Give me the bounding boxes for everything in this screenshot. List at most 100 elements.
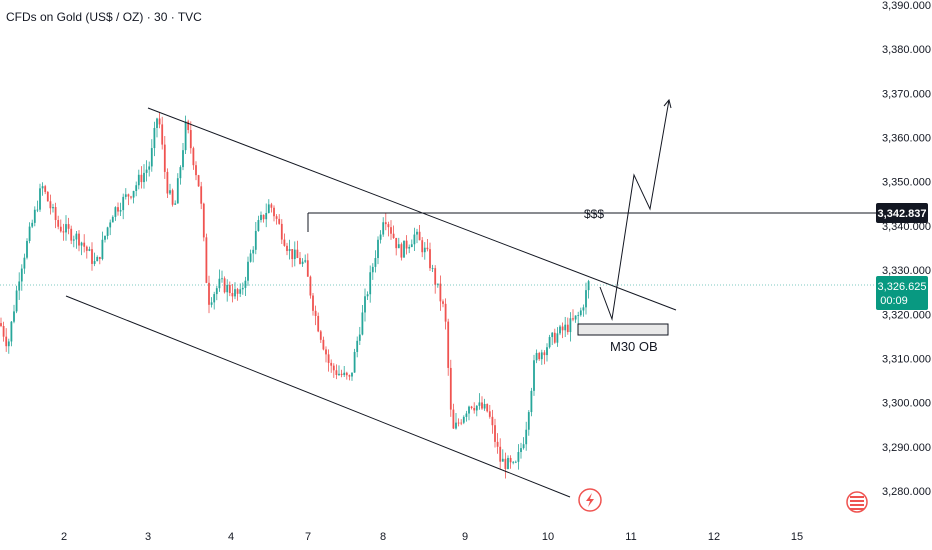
candle	[447, 318, 450, 376]
lightning-icon[interactable]	[578, 488, 602, 512]
candle	[564, 316, 567, 338]
candle	[18, 272, 21, 300]
candle	[111, 215, 114, 223]
candle	[200, 181, 203, 210]
candle	[226, 279, 229, 302]
candle	[410, 239, 413, 248]
candle	[403, 240, 405, 258]
candle	[390, 220, 392, 240]
x-tick-label: 3	[145, 531, 151, 543]
candle	[353, 348, 356, 373]
x-tick-label: 10	[542, 531, 554, 543]
x-tick-label: 8	[380, 531, 386, 543]
candle	[517, 444, 520, 470]
candle	[439, 275, 442, 311]
candle	[85, 245, 88, 259]
candle	[436, 283, 439, 288]
candle	[468, 405, 470, 421]
candle	[15, 285, 18, 314]
candle	[431, 264, 434, 272]
candle	[49, 194, 52, 215]
candle	[280, 219, 283, 245]
candle	[366, 291, 369, 301]
candle	[327, 349, 330, 372]
candle	[119, 202, 122, 216]
candle	[543, 350, 546, 365]
candle	[387, 221, 390, 237]
us-flag-icon[interactable]	[846, 491, 868, 513]
candle	[184, 115, 187, 155]
candle	[166, 168, 169, 199]
candle	[270, 202, 273, 213]
candle	[41, 182, 44, 196]
candle	[348, 374, 351, 381]
candle	[288, 239, 291, 260]
candle	[442, 299, 444, 308]
candle	[314, 305, 317, 326]
candle	[223, 276, 226, 294]
candle	[551, 331, 554, 346]
price-axis[interactable]: 3,390.000 3,380.000 3,370.000 3,360.000 3,35…	[882, 0, 931, 498]
candle	[514, 460, 517, 464]
candle	[408, 244, 411, 254]
candle	[384, 212, 387, 231]
candle	[109, 219, 112, 236]
y-tick-label: 3,390.000	[882, 0, 931, 12]
candle	[457, 418, 460, 427]
candle	[569, 312, 572, 342]
candle	[322, 336, 325, 351]
candle	[65, 215, 67, 241]
countdown-text: 00:09	[880, 295, 908, 307]
candle	[70, 225, 73, 245]
candle	[78, 230, 80, 252]
candle	[176, 173, 179, 204]
candle	[210, 297, 213, 308]
candle	[296, 240, 299, 259]
candle	[132, 190, 135, 204]
y-tick-label: 3,280.000	[882, 486, 931, 498]
candle	[299, 251, 301, 265]
candle	[161, 116, 164, 150]
time-axis[interactable]: 2 3 4 7 8 9 10 11 12 15	[61, 531, 803, 543]
candle	[561, 322, 564, 339]
candle	[579, 307, 582, 317]
candle	[465, 410, 468, 422]
candle	[75, 231, 78, 249]
candle	[478, 393, 481, 410]
candle	[572, 309, 574, 322]
candle	[145, 160, 148, 182]
candle	[470, 405, 473, 410]
candle	[156, 117, 158, 138]
candle	[189, 121, 192, 154]
candle	[548, 334, 551, 349]
candle	[527, 410, 530, 436]
candle	[330, 359, 333, 373]
candle	[213, 291, 216, 310]
candle	[67, 217, 70, 235]
x-tick-label: 11	[625, 531, 636, 543]
candle	[62, 223, 65, 241]
candle	[512, 460, 515, 465]
candle	[509, 455, 512, 469]
candle	[96, 255, 99, 262]
candle	[28, 222, 31, 244]
candle	[452, 403, 455, 429]
candle	[221, 270, 223, 283]
candle	[577, 311, 580, 324]
candle	[421, 237, 424, 258]
candle	[26, 238, 28, 260]
candle	[304, 254, 307, 264]
candle	[150, 139, 153, 172]
candle	[574, 315, 577, 323]
candle	[356, 336, 359, 358]
candle	[143, 164, 145, 189]
candle	[114, 206, 117, 221]
candle	[169, 183, 171, 195]
candle	[241, 282, 244, 295]
candle	[247, 256, 249, 286]
y-tick-label: 3,350.000	[882, 177, 931, 189]
candle	[13, 304, 15, 324]
channel-lower-line	[65, 295, 571, 498]
candle	[491, 409, 494, 434]
